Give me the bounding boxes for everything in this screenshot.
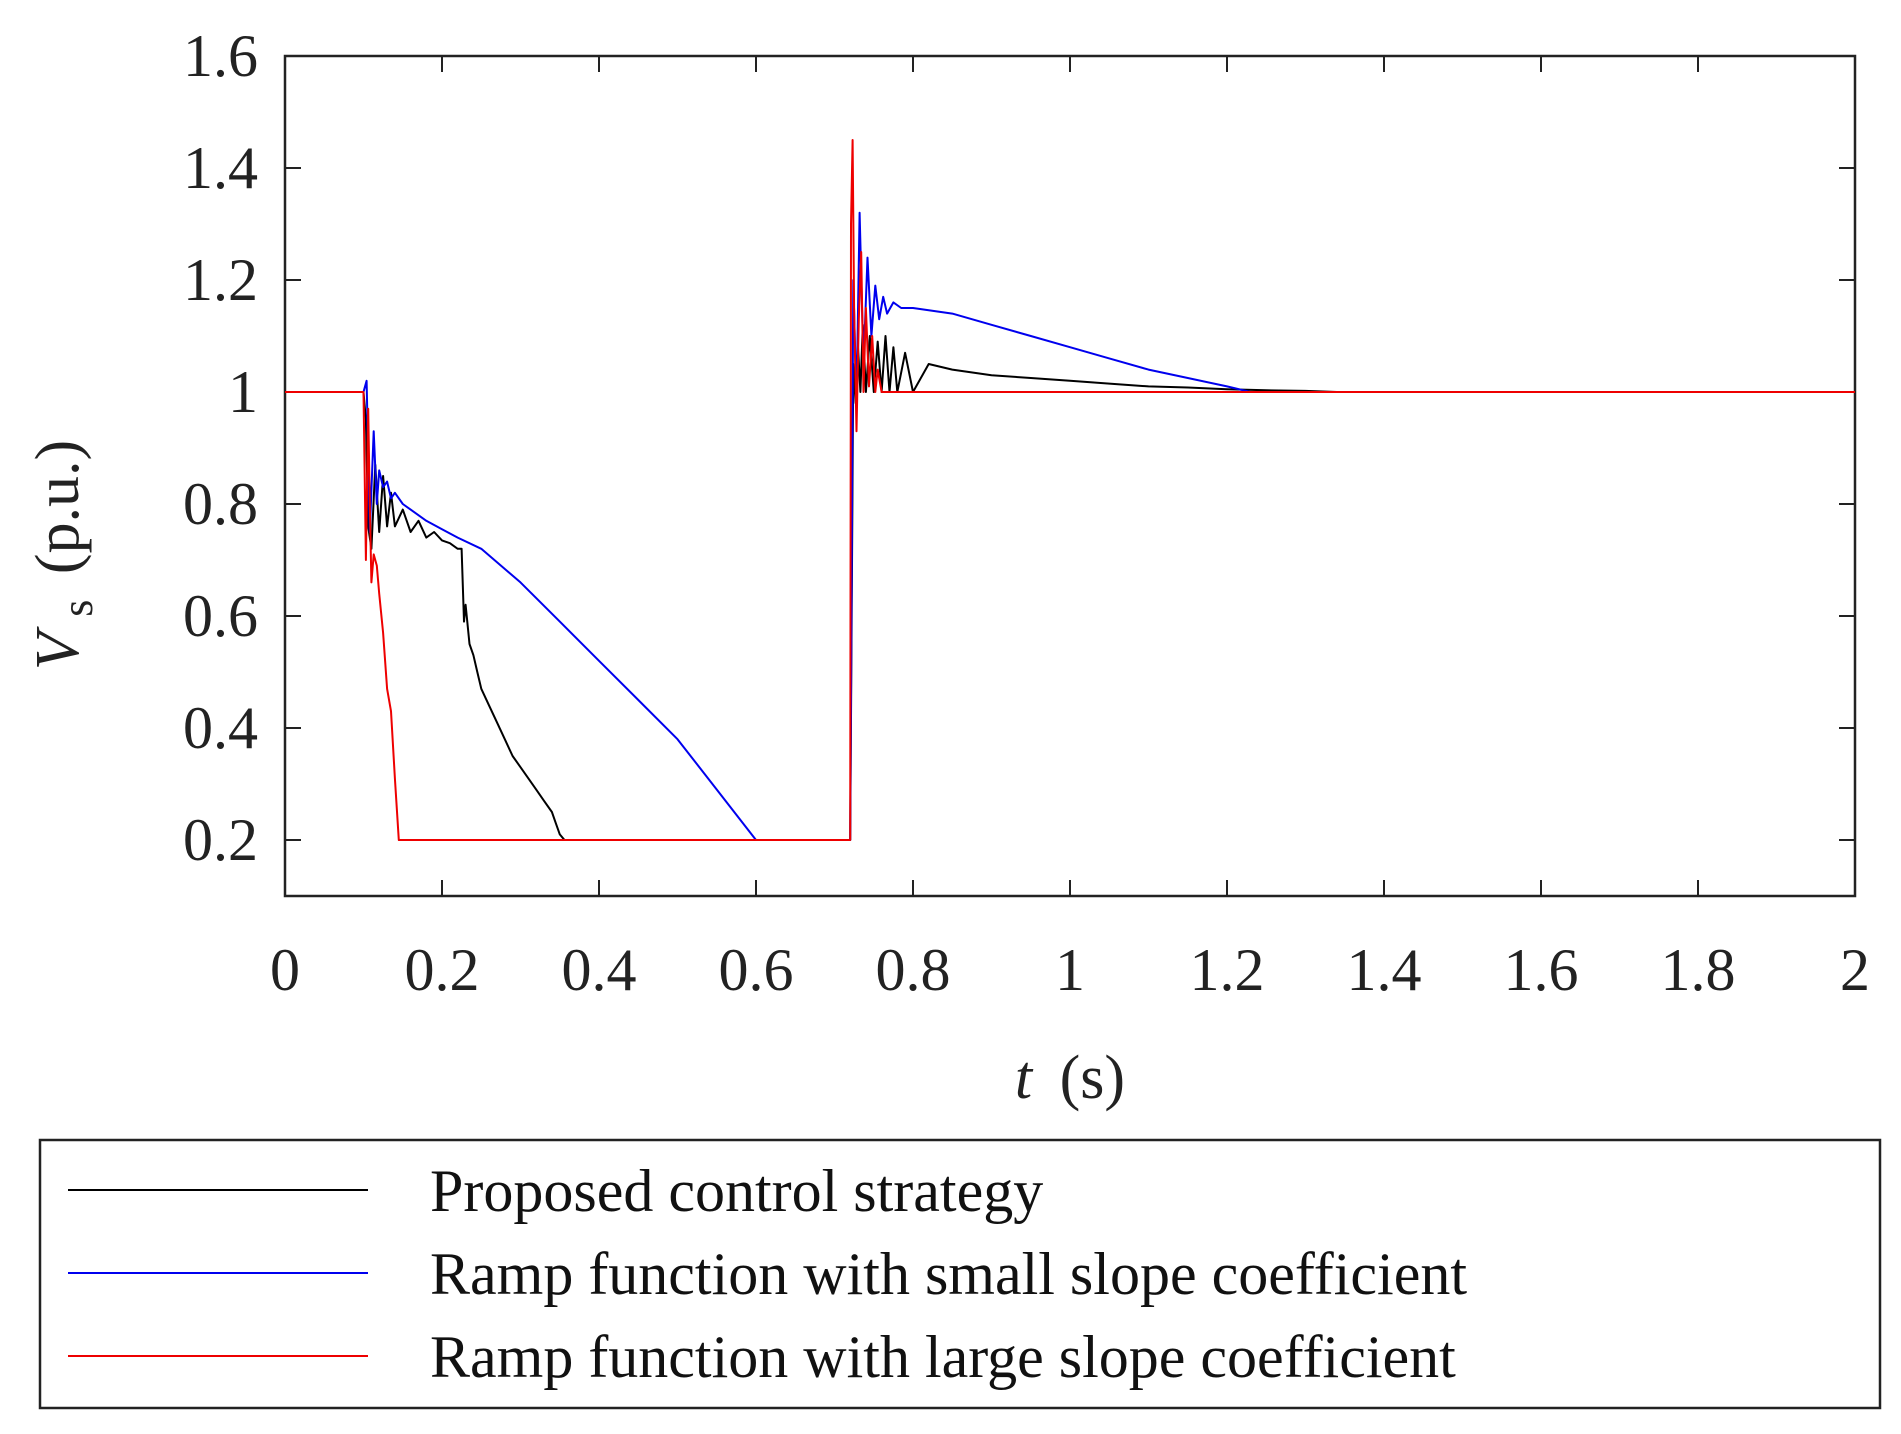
series-layer	[285, 139, 1855, 841]
y-axis-label: V s (p.u.)	[24, 440, 106, 670]
x-tick-label: 2	[1840, 937, 1870, 1003]
axes-box	[283, 54, 1857, 898]
x-tick-label: 1.8	[1661, 937, 1736, 1003]
series-line-ramp-function-with-large-slope-coefficient	[285, 139, 1855, 841]
legend-label: Ramp function with large slope coefficie…	[430, 1324, 1456, 1390]
y-tick-label: 1.2	[183, 247, 258, 313]
x-tick-label: 0.8	[876, 937, 951, 1003]
y-tick-label: 1.4	[183, 135, 258, 201]
x-axis-unit: (s)	[1060, 1044, 1125, 1112]
x-tick-label: 1.4	[1347, 937, 1422, 1003]
y-axis-unit: (p.u.)	[24, 440, 92, 574]
legend-box	[38, 1138, 1882, 1410]
x-tick-label: 1	[1055, 937, 1085, 1003]
x-axis-label: t (s)	[1015, 1044, 1125, 1112]
legend-label: Ramp function with small slope coefficie…	[430, 1241, 1467, 1307]
x-tick-label: 0.2	[405, 937, 480, 1003]
x-tick-label: 0.4	[562, 937, 637, 1003]
y-tick-label: 0.2	[183, 807, 258, 873]
legend: Proposed control strategy Ramp function w…	[38, 1138, 1882, 1410]
x-tick-label: 0	[270, 937, 300, 1003]
y-axis-subscript: s	[53, 600, 102, 617]
x-tick-label: 0.6	[719, 937, 794, 1003]
x-tick-label: 1.6	[1504, 937, 1579, 1003]
y-tick-label: 0.6	[183, 583, 258, 649]
x-tick-label: 1.2	[1190, 937, 1265, 1003]
x-axis-variable: t	[1015, 1044, 1034, 1112]
y-tick-label: 1	[228, 359, 258, 425]
y-tick-label: 0.8	[183, 471, 258, 537]
y-tick-label: 1.6	[183, 23, 258, 89]
y-axis-variable: V	[24, 626, 92, 670]
legend-label: Proposed control strategy	[430, 1158, 1043, 1224]
plot-area	[283, 54, 1857, 898]
y-tick-labels: 0.2 0.4 0.6 0.8 1 1.2 1.4 1.6	[183, 23, 258, 873]
series-line-proposed-control-strategy	[285, 323, 1855, 841]
x-tick-labels: 0 0.2 0.4 0.6 0.8 1 1.2 1.4 1.6 1.8 2	[270, 937, 1870, 1003]
axis-ticks	[284, 55, 1856, 896]
y-tick-label: 0.4	[183, 695, 258, 761]
